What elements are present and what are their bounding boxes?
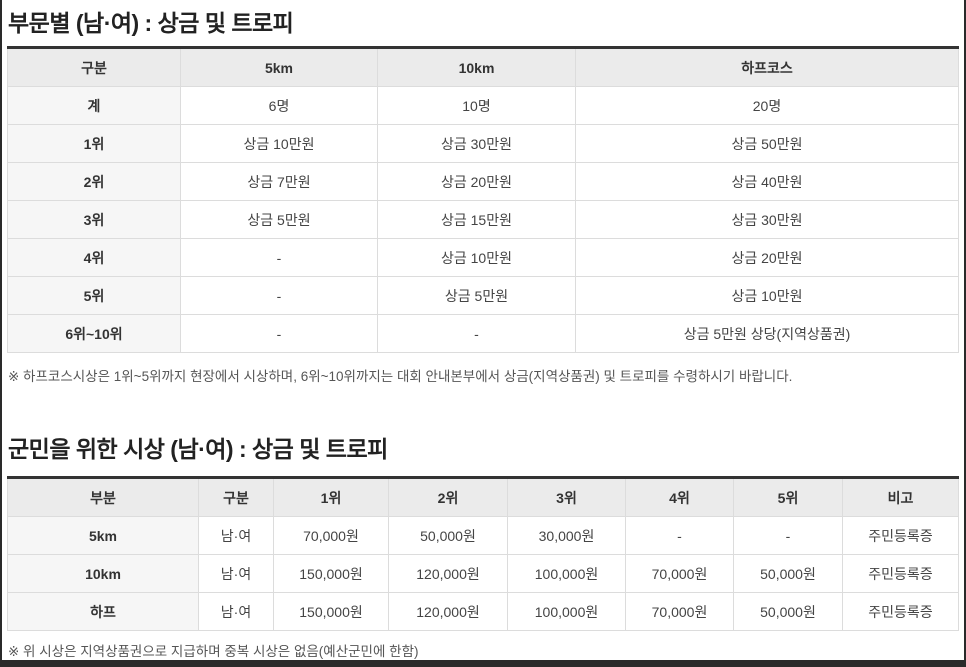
table-cell: - [733, 516, 843, 555]
column-header: 1위 [273, 477, 389, 517]
table-cell: 상금 20만원 [377, 162, 576, 201]
table-cell: 남·여 [198, 554, 274, 593]
table-cell: 상금 10만원 [377, 238, 576, 277]
row-header: 3위 [7, 200, 181, 239]
column-header: 5km [180, 47, 378, 87]
row-header: 1위 [7, 124, 181, 163]
row-header: 6위~10위 [7, 314, 181, 353]
table-cell: 상금 20만원 [575, 238, 959, 277]
section1-note: ※ 하프코스시상은 1위~5위까지 현장에서 시상하며, 6위~10위까지는 대… [8, 369, 793, 384]
row-header: 5위 [7, 276, 181, 315]
table-row: 4위 - 상금 10만원 상금 20만원 [7, 238, 959, 277]
table-cell: 10명 [377, 86, 576, 125]
table-cell: 70,000원 [625, 592, 734, 631]
column-header: 10km [377, 47, 576, 87]
table-cell: 상금 5만원 [377, 276, 576, 315]
table-cell: 주민등록증 [842, 592, 959, 631]
row-header: 계 [7, 86, 181, 125]
table-cell: 상금 30만원 [377, 124, 576, 163]
table-row: 5km 남·여 70,000원 50,000원 30,000원 - - 주민등록증 [7, 516, 959, 555]
table-cell: 상금 5만원 상당(지역상품권) [575, 314, 959, 353]
table-row: 계 6명 10명 20명 [7, 86, 959, 125]
column-header: 4위 [625, 477, 734, 517]
table-cell: 100,000원 [507, 592, 626, 631]
table-cell: 상금 7만원 [180, 162, 378, 201]
section2-note: ※ 위 시상은 지역상품권으로 지급하며 중복 시상은 없음(예산군민에 한함) [8, 644, 419, 659]
column-header: 구분 [7, 47, 181, 87]
table-cell: 100,000원 [507, 554, 626, 593]
table-cell: - [377, 314, 576, 353]
table-cell: 70,000원 [625, 554, 734, 593]
table-cell: 50,000원 [388, 516, 508, 555]
table-cell: 상금 50만원 [575, 124, 959, 163]
row-header: 하프 [7, 592, 199, 631]
section1-title: 부문별 (남·여) : 상금 및 트로피 [8, 10, 294, 36]
table-cell: 50,000원 [733, 554, 843, 593]
row-header: 5km [7, 516, 199, 555]
column-header: 구분 [198, 477, 274, 517]
column-header: 부분 [7, 477, 199, 517]
table-cell: 70,000원 [273, 516, 389, 555]
table-row: 10km 남·여 150,000원 120,000원 100,000원 70,000원 50… [7, 554, 959, 593]
table-cell: - [625, 516, 734, 555]
table-cell: 120,000원 [388, 554, 508, 593]
table-cell: 상금 30만원 [575, 200, 959, 239]
table-row: 하프 남·여 150,000원 120,000원 100,000원 70,000원 50,0… [7, 592, 959, 631]
table-cell: 150,000원 [273, 592, 389, 631]
table-cell: - [180, 314, 378, 353]
column-header: 3위 [507, 477, 626, 517]
table-cell: - [180, 276, 378, 315]
column-header: 비고 [842, 477, 959, 517]
table-cell: 30,000원 [507, 516, 626, 555]
row-header: 2위 [7, 162, 181, 201]
table-cell: 상금 40만원 [575, 162, 959, 201]
table-cell: 상금 10만원 [180, 124, 378, 163]
column-header: 5위 [733, 477, 843, 517]
table-cell: 50,000원 [733, 592, 843, 631]
table-cell: 남·여 [198, 592, 274, 631]
table-cell: 상금 10만원 [575, 276, 959, 315]
section2-title: 군민을 위한 시상 (남·여) : 상금 및 트로피 [8, 436, 388, 462]
table-cell: 주민등록증 [842, 554, 959, 593]
row-header: 4위 [7, 238, 181, 277]
table-row: 6위~10위 - - 상금 5만원 상당(지역상품권) [7, 314, 959, 353]
row-header: 10km [7, 554, 199, 593]
table-cell: 남·여 [198, 516, 274, 555]
prize-table-division: 구분 5km 10km 하프코스 계 6명 10명 20명 1위 상금 10만원 상금 30만원 상… [7, 46, 959, 353]
table-cell: 주민등록증 [842, 516, 959, 555]
table-row: 1위 상금 10만원 상금 30만원 상금 50만원 [7, 124, 959, 163]
table-cell: 상금 15만원 [377, 200, 576, 239]
column-header: 2위 [388, 477, 508, 517]
prize-table-residents: 부분 구분 1위 2위 3위 4위 5위 비고 5km 남·여 70,000원 50,000원 30,… [7, 476, 959, 631]
table-cell: 6명 [180, 86, 378, 125]
table-cell: 20명 [575, 86, 959, 125]
table-cell: 150,000원 [273, 554, 389, 593]
table-row: 3위 상금 5만원 상금 15만원 상금 30만원 [7, 200, 959, 239]
table-cell: 120,000원 [388, 592, 508, 631]
table-cell: - [180, 238, 378, 277]
table-cell: 상금 5만원 [180, 200, 378, 239]
table-row: 5위 - 상금 5만원 상금 10만원 [7, 276, 959, 315]
column-header: 하프코스 [575, 47, 959, 87]
table-row: 2위 상금 7만원 상금 20만원 상금 40만원 [7, 162, 959, 201]
